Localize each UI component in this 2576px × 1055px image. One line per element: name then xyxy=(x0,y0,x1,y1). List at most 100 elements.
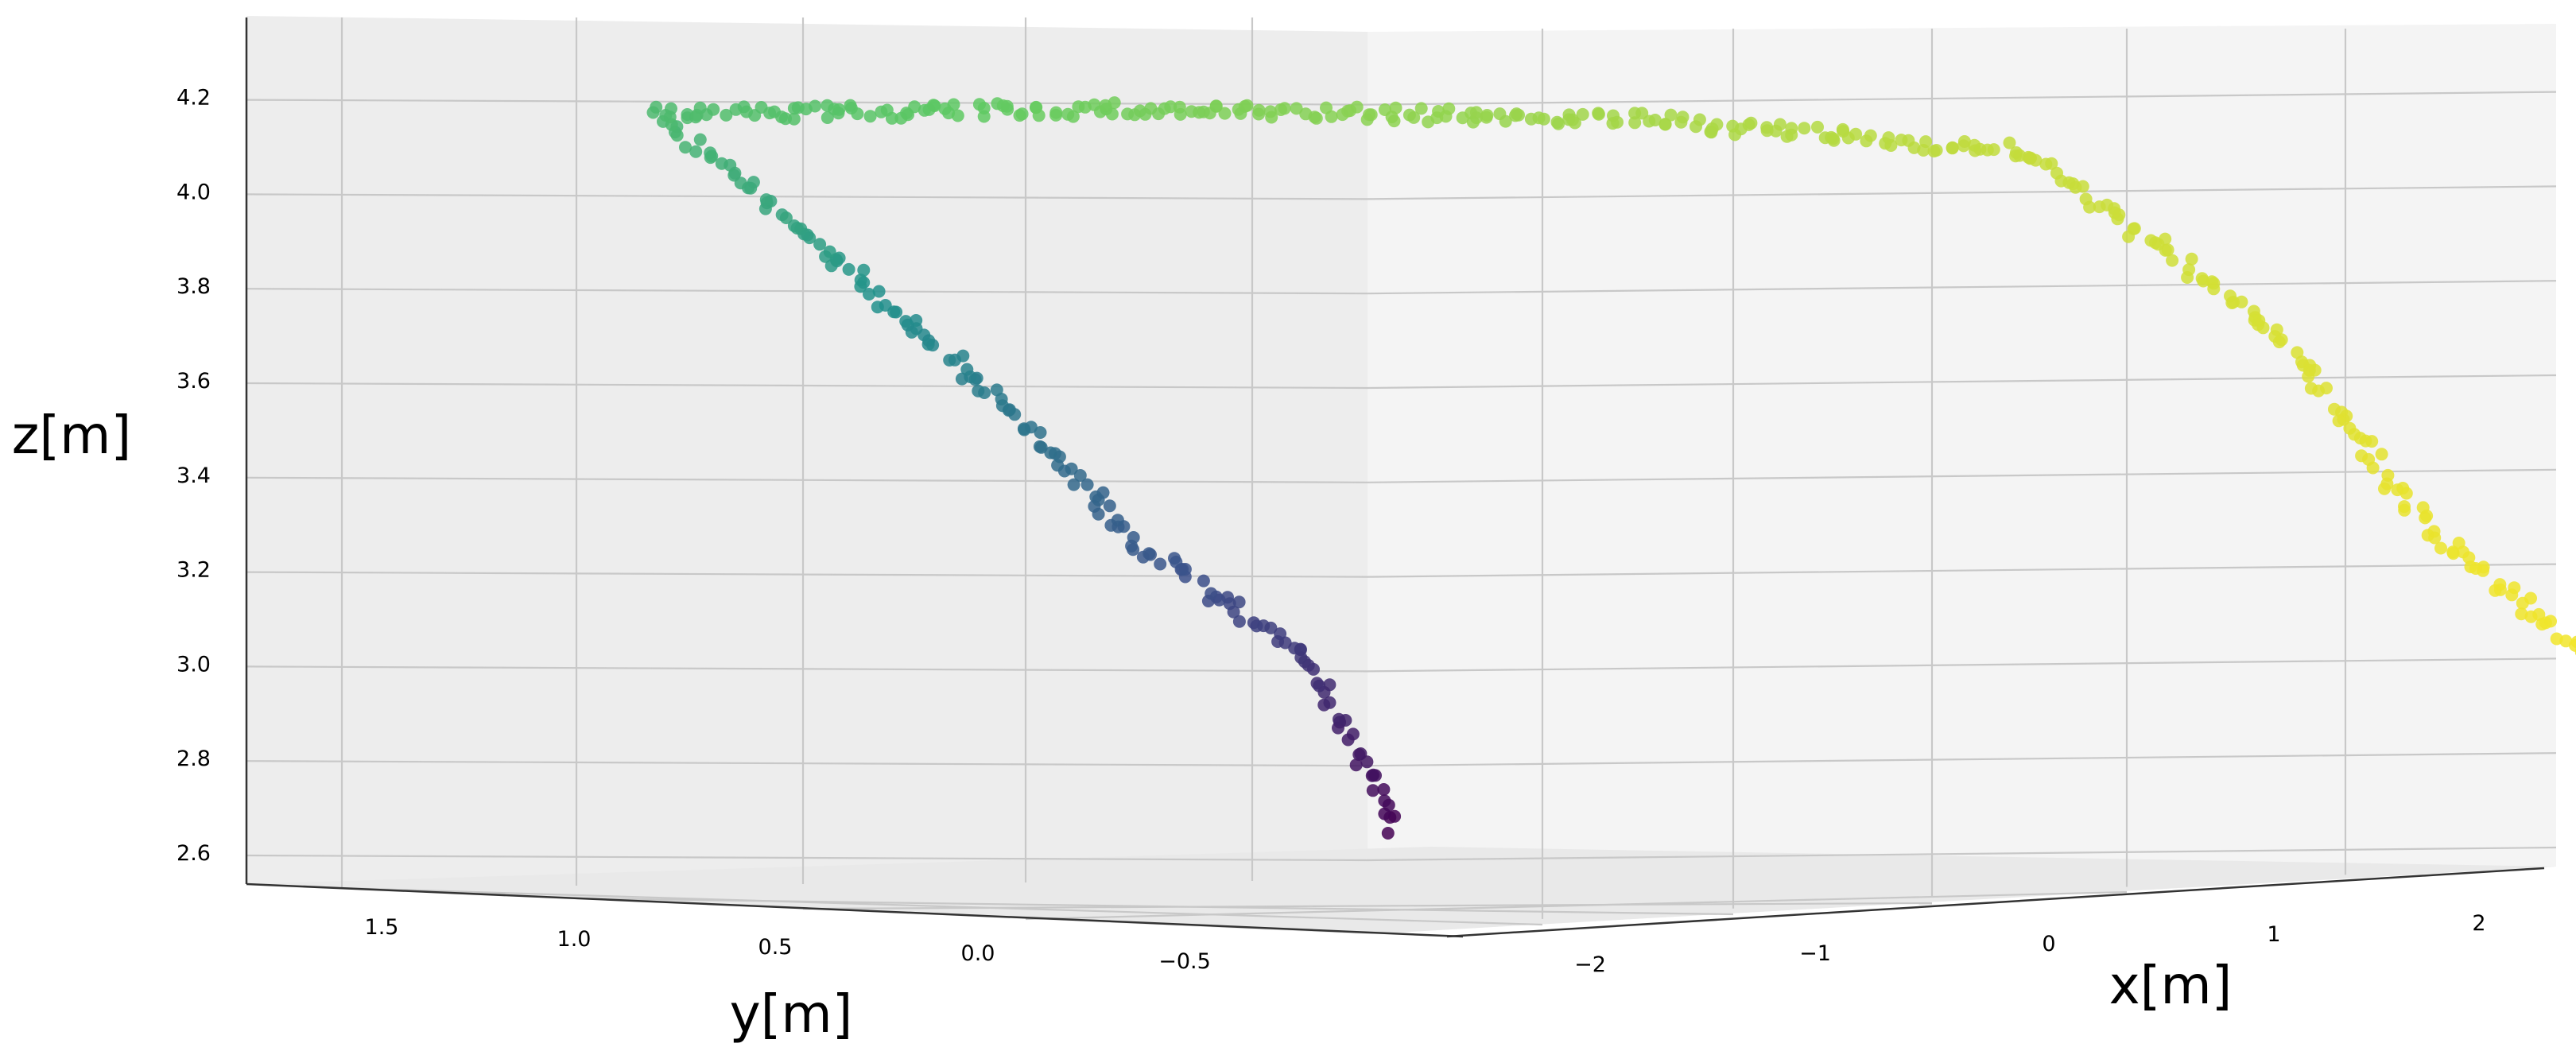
trajectory-point xyxy=(1033,109,1046,122)
z-tick-label: 3.4 xyxy=(177,464,211,488)
trajectory-point xyxy=(1143,547,1155,560)
trajectory-point xyxy=(760,193,773,206)
trajectory-point xyxy=(2539,616,2552,629)
trajectory-point xyxy=(1241,99,1254,112)
x-tick-label: −1 xyxy=(1799,941,1831,966)
trajectory-point xyxy=(1018,424,1030,436)
z-tick-label: 4.2 xyxy=(177,86,211,111)
trajectory-point xyxy=(1882,131,1895,144)
trajectory-point xyxy=(1743,118,1755,131)
trajectory-point xyxy=(1643,115,1655,128)
axis-panes xyxy=(246,16,2556,934)
z-tick-label: 4.0 xyxy=(177,180,211,204)
trajectory-point xyxy=(2093,200,2106,213)
trajectory-point xyxy=(1049,109,1062,122)
trajectory-point xyxy=(1168,552,1181,564)
trajectory-point xyxy=(887,305,900,318)
trajectory-point xyxy=(2302,370,2314,383)
trajectory-point xyxy=(922,338,935,351)
trajectory-point xyxy=(1378,794,1391,807)
trajectory-point xyxy=(1415,102,1428,114)
trajectory-point xyxy=(2197,275,2209,288)
trajectory-point xyxy=(972,385,984,398)
trajectory-point xyxy=(2489,584,2501,597)
trajectory-point xyxy=(1174,101,1186,114)
trajectory-point xyxy=(864,110,877,122)
z-tick-label: 3.6 xyxy=(177,369,211,394)
trajectory-point xyxy=(1798,122,1810,134)
trajectory-point xyxy=(832,103,845,116)
trajectory-point xyxy=(1864,130,1877,142)
trajectory-point xyxy=(2077,180,2089,193)
trajectory-point xyxy=(1154,558,1166,571)
trajectory-point xyxy=(1219,107,1232,120)
z-axis-label: z[m] xyxy=(12,405,131,466)
trajectory-point xyxy=(1388,114,1401,127)
trajectory-point xyxy=(1347,727,1360,740)
trajectory-point xyxy=(664,111,677,123)
trajectory-point xyxy=(2376,448,2388,460)
trajectory-point xyxy=(1577,108,1589,121)
trajectory-point xyxy=(788,113,801,126)
trajectory-point xyxy=(1111,514,1124,526)
trajectory-point xyxy=(1044,447,1057,460)
trajectory-point xyxy=(1127,531,1140,544)
y-tick-label: 1.0 xyxy=(557,927,592,952)
trajectory-point xyxy=(694,134,707,146)
trajectory-point xyxy=(899,315,912,328)
trajectory-point xyxy=(1205,588,1217,600)
trajectory-point xyxy=(2524,592,2537,605)
trajectory-point xyxy=(1382,827,1395,840)
trajectory-point xyxy=(1968,139,1980,152)
trajectory-point xyxy=(2505,588,2518,601)
z-tick-label: 2.6 xyxy=(177,841,211,866)
trajectory-point xyxy=(1659,118,1672,130)
trajectory-point xyxy=(2367,462,2380,475)
trajectory-point xyxy=(2525,611,2538,623)
trajectory-point xyxy=(1390,102,1402,114)
trajectory-point xyxy=(1310,112,1323,125)
trajectory-point xyxy=(1014,109,1026,122)
trajectory-point xyxy=(2166,254,2178,267)
trajectory-point xyxy=(2434,542,2447,555)
trajectory-point xyxy=(1341,105,1354,118)
x-tick-label: 2 xyxy=(2472,911,2485,936)
trajectory-point xyxy=(1981,144,1994,157)
trajectory-point xyxy=(2111,212,2124,225)
trajectory-point xyxy=(991,383,1003,396)
trajectory-point xyxy=(821,99,834,112)
x-tick-label: −2 xyxy=(1574,952,1606,977)
trajectory-point xyxy=(2275,333,2288,346)
trajectory-point xyxy=(1928,145,1941,157)
trajectory-point xyxy=(952,110,964,122)
trajectory-point xyxy=(1480,111,1493,124)
trajectory-point xyxy=(2128,222,2141,235)
trajectory-point xyxy=(1333,713,1345,726)
trajectory-point xyxy=(1774,118,1787,131)
trajectory-point xyxy=(1104,499,1116,512)
trajectory-point xyxy=(1442,103,1455,115)
trajectory-point xyxy=(943,354,956,367)
trajectory-point xyxy=(1034,440,1046,453)
trajectory-point xyxy=(2225,297,2238,309)
trajectory-point xyxy=(1367,769,1379,782)
trajectory-point xyxy=(1674,116,1687,129)
y-tick-label: 1.5 xyxy=(365,915,399,940)
trajectory-point xyxy=(2257,321,2270,334)
trajectory-point xyxy=(679,141,692,153)
trajectory-point xyxy=(704,151,717,164)
z-tick-label: 3.2 xyxy=(177,558,211,583)
trajectory-point xyxy=(851,107,863,120)
trajectory-point xyxy=(1089,491,1102,503)
trajectory-point xyxy=(1628,107,1641,119)
right-pane xyxy=(1368,24,2556,934)
trajectory-point xyxy=(857,264,870,277)
trajectory-point xyxy=(902,108,914,121)
trajectory-point xyxy=(2055,175,2068,188)
trajectory-point xyxy=(1710,118,1723,131)
trajectory-point xyxy=(1134,104,1146,117)
trajectory-point xyxy=(1354,747,1367,760)
trajectory-point xyxy=(1849,128,1862,141)
trajectory-point xyxy=(2398,504,2411,517)
z-tick-label: 3.0 xyxy=(177,652,211,677)
